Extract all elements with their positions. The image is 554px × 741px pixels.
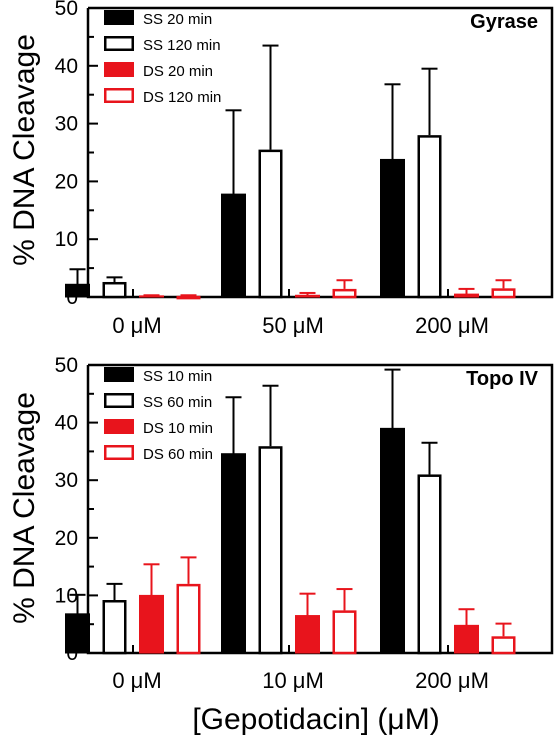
gyrase-bar [380, 158, 405, 298]
gyrase-category-label: 50 μM [262, 313, 324, 338]
topo-iv-legend-swatch [104, 445, 134, 460]
gyrase-y-tick-label: 30 [55, 113, 78, 136]
gyrase-legend-label: SS 120 min [143, 37, 221, 54]
gyrase-bar [417, 135, 442, 299]
topo-iv-plot-frame [86, 363, 554, 655]
topo-iv-y-axis-label: % DNA Cleavage [8, 392, 41, 624]
topo-iv-y-tick-label: 50 [55, 354, 78, 377]
gyrase-bar [102, 281, 127, 299]
topo-iv-category-label: 200 μM [415, 668, 489, 693]
gyrase-legend-swatch [104, 88, 134, 103]
topo-iv-bar [102, 600, 127, 655]
topo-iv-panel-title: Topo IV [466, 368, 538, 390]
topo-iv-legend-label: SS 60 min [143, 394, 212, 411]
topo-iv-bar [221, 453, 246, 654]
topo-iv-bar [380, 427, 405, 654]
gyrase-bar [65, 283, 90, 298]
topo-iv-legend-swatch [104, 393, 134, 408]
topo-iv-category-label: 0 μM [112, 668, 161, 693]
gyrase-legend-swatch [104, 36, 134, 51]
topo-iv-y-tick-label: 30 [55, 469, 78, 492]
gyrase-panel-title: Gyrase [470, 11, 538, 33]
gyrase-bar [295, 294, 320, 298]
topo-iv-bar [295, 615, 320, 654]
gyrase-plot-frame [86, 6, 554, 299]
topo-iv-y-tick-label: 0 [66, 642, 78, 665]
topo-iv-bar [176, 583, 201, 655]
topo-iv-bar [417, 474, 442, 655]
gyrase-bar [454, 293, 479, 298]
topo-iv-bar [332, 610, 357, 655]
topo-iv-bar [454, 624, 479, 654]
gyrase-y-axis-label: % DNA Cleavage [8, 34, 41, 266]
topo-iv-bar [139, 594, 164, 654]
gyrase-legend-swatch [104, 10, 134, 25]
topo-iv-bar [491, 636, 516, 655]
topo-iv-category-label: 10 μM [262, 668, 324, 693]
gyrase-bar [332, 288, 357, 299]
topo-iv-y-tick-label: 20 [55, 527, 78, 550]
gyrase-category-label: 0 μM [112, 313, 161, 338]
topo-iv-legend-label: SS 10 min [143, 368, 212, 385]
gyrase-legend-label: DS 120 min [143, 89, 221, 106]
gyrase-legend-swatch [104, 62, 134, 77]
gyrase-bar [221, 193, 246, 298]
topo-iv-legend-label: DS 60 min [143, 446, 213, 463]
gyrase-bar [491, 288, 516, 299]
gyrase-category-label: 200 μM [415, 313, 489, 338]
gyrase-y-tick-label: 10 [55, 228, 78, 251]
gyrase-y-tick-label: 50 [55, 0, 78, 20]
gyrase-legend-label: DS 20 min [143, 63, 213, 80]
gyrase-bar [258, 149, 283, 299]
x-axis-label: [Gepotidacin] (μM) [192, 703, 439, 736]
topo-iv-legend-label: DS 10 min [143, 420, 213, 437]
topo-iv-panel: % DNA Cleavage Topo IV [Gepotidacin] (μM… [8, 354, 554, 736]
topo-iv-legend-swatch [104, 419, 134, 434]
gyrase-y-tick-label: 0 [66, 286, 78, 309]
topo-iv-bar [258, 446, 283, 655]
gyrase-legend-label: SS 20 min [143, 11, 212, 28]
gyrase-y-tick-label: 20 [55, 170, 78, 193]
gyrase-bar [139, 295, 164, 298]
topo-iv-y-tick-label: 10 [55, 584, 78, 607]
gyrase-y-tick-label: 40 [55, 55, 78, 78]
gyrase-bar [176, 295, 201, 300]
topo-iv-y-tick-label: 40 [55, 412, 78, 435]
gyrase-panel: % DNA Cleavage Gyrase 0 10 20 30 40 50 0 μM 50 … [8, 0, 554, 338]
topo-iv-bar [65, 613, 90, 654]
topo-iv-legend-swatch [104, 367, 134, 382]
